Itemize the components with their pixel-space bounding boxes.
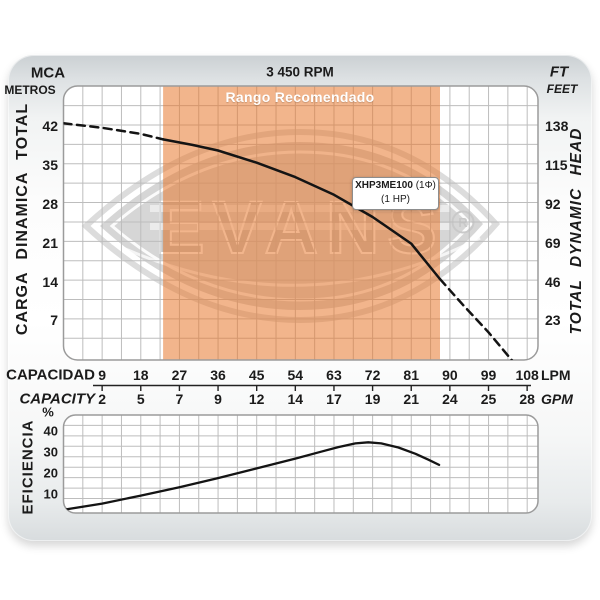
capacity-axis <box>93 384 531 391</box>
head-curve-dashed-right <box>438 277 514 360</box>
performance-curves <box>63 122 514 511</box>
recommended-range-band <box>163 86 440 360</box>
pump-model-callout: XHP3ME100 (1Φ) (1 HP) <box>352 177 439 210</box>
efficiency-curve <box>63 441 441 511</box>
pump-model-line1: XHP3ME100 (1Φ) <box>353 179 438 193</box>
pump-model-line2: (1 HP) <box>381 194 410 205</box>
recommended-range-rect <box>163 86 440 360</box>
pump-model-name: XHP3ME100 <box>355 180 413 191</box>
head-curve <box>63 122 514 360</box>
head-curve-dashed-left <box>63 122 165 141</box>
pump-model-phase: (1Φ) <box>415 180 436 191</box>
registered-mark-letter: R <box>458 215 468 230</box>
head-curve-solid <box>161 138 442 281</box>
plot-borders <box>62 85 539 514</box>
